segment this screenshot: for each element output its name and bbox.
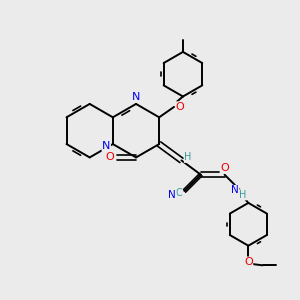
Text: N: N [132,92,140,102]
Text: H: H [184,152,192,162]
Text: N: N [231,185,239,195]
Text: N: N [168,190,176,200]
Text: O: O [220,163,229,173]
Text: N: N [102,141,110,152]
Text: H: H [239,190,247,200]
Text: O: O [244,257,253,267]
Text: C: C [176,188,182,198]
Text: O: O [176,102,184,112]
Text: O: O [106,152,115,162]
